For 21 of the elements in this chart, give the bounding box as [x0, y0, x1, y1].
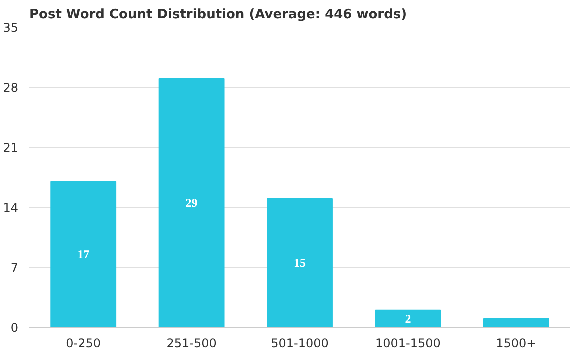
bar [267, 198, 333, 328]
x-tick-label: 501-1000 [271, 336, 329, 350]
y-tick-label: 7 [10, 261, 19, 275]
data-label: 29 [186, 196, 198, 210]
data-label: 15 [294, 256, 306, 270]
x-tick-label: 1001-1500 [375, 336, 441, 350]
x-tick-label: 1500+ [496, 336, 537, 350]
y-tick-label: 28 [3, 81, 19, 95]
chart-title: Post Word Count Distribution (Average: 446 words) [30, 8, 408, 22]
bar [375, 310, 442, 328]
x-tick-label: 0-250 [66, 336, 102, 350]
y-tick-label: 14 [3, 201, 19, 215]
y-tick-label: 35 [3, 21, 19, 35]
bar [158, 78, 225, 328]
data-label: 2 [405, 312, 412, 326]
y-tick-label: 21 [3, 141, 19, 155]
y-tick-label: 0 [10, 321, 19, 335]
x-tick-label: 251-500 [166, 336, 217, 350]
bar [483, 318, 550, 328]
bar [50, 181, 117, 328]
data-label: 17 [78, 248, 90, 262]
